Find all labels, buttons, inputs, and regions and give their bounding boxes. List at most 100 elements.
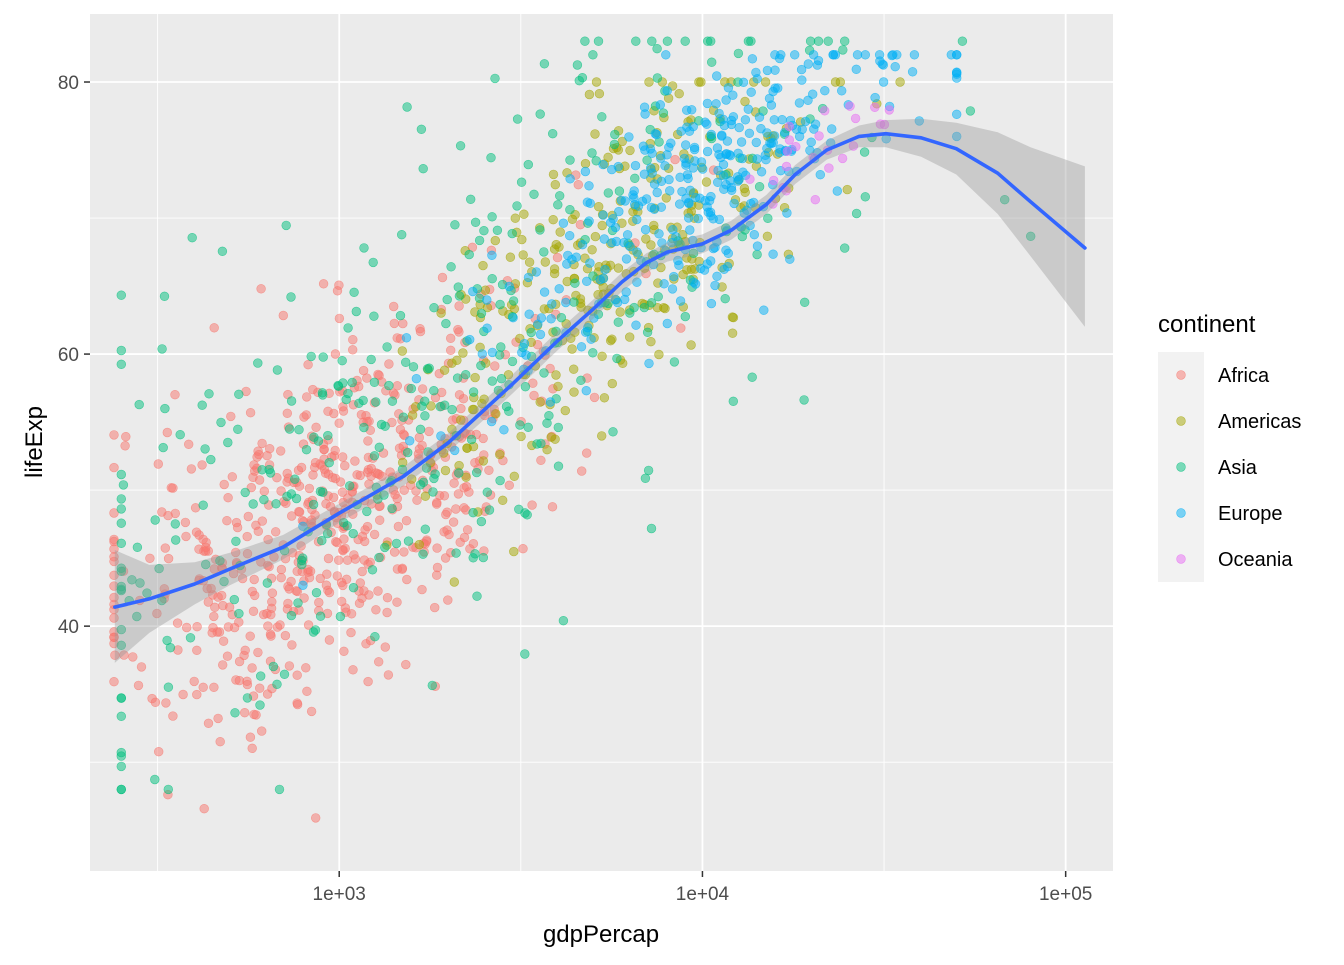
data-point-africa	[245, 408, 256, 418]
data-point-europe	[743, 104, 753, 114]
data-point-africa	[373, 586, 383, 596]
data-point-africa	[339, 646, 349, 656]
smooth-layer	[113, 118, 1087, 663]
data-point-europe	[539, 287, 550, 297]
data-point-americas	[436, 308, 446, 318]
data-point-asia	[646, 523, 657, 534]
data-point-europe	[584, 216, 594, 226]
data-point-europe	[674, 260, 684, 270]
data-point-americas	[518, 250, 528, 260]
data-point-europe	[666, 138, 676, 148]
data-point-asia	[662, 36, 673, 46]
data-point-asia	[588, 50, 598, 60]
data-point-americas	[568, 364, 579, 374]
data-point-asia	[240, 487, 250, 498]
data-point-africa	[321, 499, 331, 509]
data-point-asia	[253, 358, 263, 368]
data-point-africa	[283, 598, 293, 609]
data-point-africa	[294, 506, 304, 517]
data-point-europe	[770, 65, 780, 75]
data-point-europe	[815, 170, 825, 180]
data-point-africa	[186, 464, 197, 474]
data-point-asia	[116, 784, 127, 795]
data-point-africa	[262, 451, 272, 461]
data-point-americas	[740, 187, 750, 198]
data-point-africa	[340, 461, 350, 471]
data-point-asia	[315, 611, 326, 621]
data-point-africa	[676, 323, 686, 333]
data-point-americas	[567, 344, 577, 354]
data-point-asia	[839, 243, 850, 253]
data-point-africa	[191, 527, 202, 537]
data-point-asia	[420, 524, 430, 534]
legend-key-oceania	[1176, 554, 1186, 564]
data-point-asia	[468, 508, 478, 518]
data-point-asia	[415, 424, 426, 434]
data-point-africa	[374, 370, 384, 381]
data-point-americas	[644, 77, 654, 87]
data-point-africa	[529, 390, 539, 401]
data-point-asia	[215, 556, 225, 566]
data-point-africa	[109, 508, 119, 518]
data-point-africa	[222, 651, 233, 661]
data-point-asia	[468, 553, 478, 563]
data-point-americas	[414, 539, 424, 550]
points-layer	[109, 36, 1036, 823]
data-point-americas	[519, 209, 529, 219]
data-point-africa	[109, 676, 119, 687]
data-point-asia	[201, 559, 211, 570]
data-point-asia	[496, 342, 506, 352]
data-point-africa	[234, 656, 245, 667]
data-point-africa	[198, 682, 208, 692]
data-point-asia	[455, 141, 466, 151]
data-point-africa	[461, 481, 472, 492]
data-point-americas	[686, 340, 696, 350]
data-point-americas	[593, 290, 603, 300]
data-point-africa	[412, 495, 422, 505]
data-point-asia	[639, 302, 649, 313]
data-point-asia	[398, 412, 409, 422]
data-point-europe	[745, 199, 756, 209]
data-point-africa	[346, 627, 356, 638]
data-point-asia	[185, 633, 196, 643]
data-point-africa	[348, 665, 358, 675]
data-point-asia	[454, 291, 465, 301]
data-point-africa	[240, 645, 250, 655]
data-point-europe	[760, 150, 770, 161]
data-point-oceania	[837, 153, 848, 164]
data-point-asia	[223, 437, 233, 448]
data-point-europe	[907, 67, 918, 77]
data-point-asia	[150, 515, 160, 525]
data-point-americas	[597, 220, 607, 231]
data-point-europe	[852, 50, 863, 60]
data-point-europe	[719, 120, 730, 131]
data-point-africa	[287, 640, 297, 650]
data-point-americas	[478, 456, 489, 466]
data-point-africa	[110, 650, 120, 660]
data-point-africa	[152, 608, 162, 619]
data-point-asia	[163, 682, 174, 692]
data-point-europe	[656, 176, 667, 187]
data-point-africa	[552, 252, 563, 263]
data-point-asia	[495, 299, 505, 310]
data-point-africa	[334, 313, 345, 324]
data-point-europe	[565, 174, 575, 184]
data-point-americas	[524, 257, 535, 267]
data-point-africa	[389, 547, 400, 557]
data-point-asia	[362, 506, 372, 517]
data-point-europe	[800, 116, 811, 127]
data-point-asia	[234, 608, 244, 619]
data-point-africa	[278, 310, 288, 321]
data-point-africa	[231, 547, 241, 558]
data-point-europe	[487, 250, 497, 261]
data-point-americas	[505, 252, 516, 262]
data-point-asia	[565, 155, 575, 165]
data-point-americas	[727, 328, 738, 338]
data-point-africa	[462, 525, 473, 535]
data-point-asia	[197, 400, 207, 410]
data-point-europe	[582, 197, 593, 207]
data-point-americas	[587, 245, 597, 255]
data-point-africa	[380, 642, 390, 652]
data-point-africa	[371, 605, 381, 615]
data-point-asia	[279, 669, 290, 679]
